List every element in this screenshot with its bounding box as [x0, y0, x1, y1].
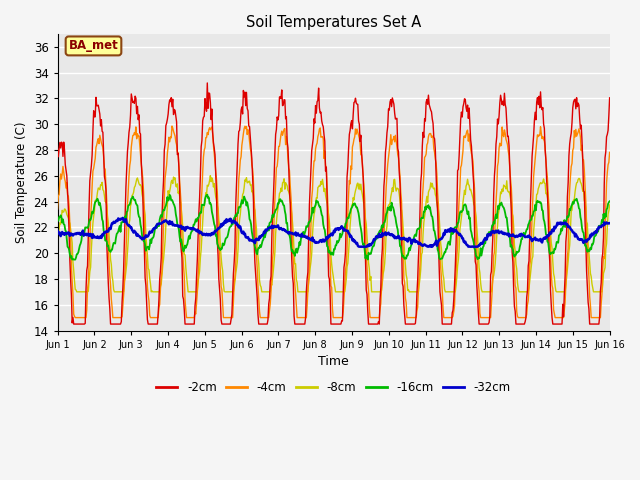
-2cm: [606, 95, 614, 101]
-4cm: [403, 300, 410, 306]
Line: -16cm: -16cm: [58, 195, 610, 260]
-32cm: [177, 223, 185, 228]
-8cm: [606, 202, 614, 208]
-32cm: [122, 217, 129, 223]
-32cm: [64, 230, 72, 236]
-4cm: [419, 196, 426, 202]
-16cm: [419, 215, 426, 221]
-8cm: [54, 246, 61, 252]
Title: Soil Temperatures Set A: Soil Temperatures Set A: [246, 15, 421, 30]
-8cm: [403, 272, 410, 277]
-4cm: [54, 206, 61, 212]
-4cm: [606, 149, 614, 155]
-16cm: [204, 192, 211, 198]
-4cm: [64, 192, 72, 198]
-4cm: [72, 315, 79, 321]
-2cm: [204, 80, 211, 86]
Text: BA_met: BA_met: [68, 39, 118, 52]
-2cm: [64, 190, 72, 196]
-8cm: [177, 205, 185, 211]
Line: -4cm: -4cm: [58, 126, 610, 318]
-2cm: [70, 321, 77, 327]
Line: -8cm: -8cm: [58, 176, 610, 292]
-4cm: [168, 123, 176, 129]
-8cm: [207, 173, 214, 179]
Y-axis label: Soil Temperature (C): Soil Temperature (C): [15, 121, 28, 243]
-32cm: [119, 215, 127, 221]
-8cm: [122, 275, 129, 280]
-2cm: [54, 146, 61, 152]
Legend: -2cm, -4cm, -8cm, -16cm, -32cm: -2cm, -4cm, -8cm, -16cm, -32cm: [152, 376, 516, 399]
-16cm: [207, 202, 215, 208]
-32cm: [606, 220, 614, 226]
-2cm: [403, 321, 410, 327]
-16cm: [403, 256, 410, 262]
-16cm: [68, 257, 76, 263]
-2cm: [419, 144, 426, 149]
-32cm: [355, 244, 363, 250]
X-axis label: Time: Time: [318, 355, 349, 368]
-8cm: [419, 250, 426, 255]
-16cm: [177, 237, 185, 242]
-2cm: [177, 247, 185, 253]
-16cm: [122, 214, 129, 219]
-4cm: [122, 265, 129, 271]
-16cm: [54, 217, 61, 223]
-4cm: [207, 125, 215, 131]
-32cm: [419, 242, 426, 248]
-32cm: [207, 232, 214, 238]
-2cm: [122, 210, 129, 216]
Line: -32cm: -32cm: [58, 218, 610, 247]
-16cm: [64, 244, 72, 250]
-32cm: [403, 236, 410, 241]
Line: -2cm: -2cm: [58, 83, 610, 324]
-8cm: [73, 289, 81, 295]
-32cm: [54, 228, 61, 234]
-16cm: [606, 198, 614, 204]
-2cm: [207, 117, 215, 122]
-4cm: [178, 236, 186, 242]
-8cm: [207, 179, 215, 185]
-8cm: [64, 213, 72, 219]
